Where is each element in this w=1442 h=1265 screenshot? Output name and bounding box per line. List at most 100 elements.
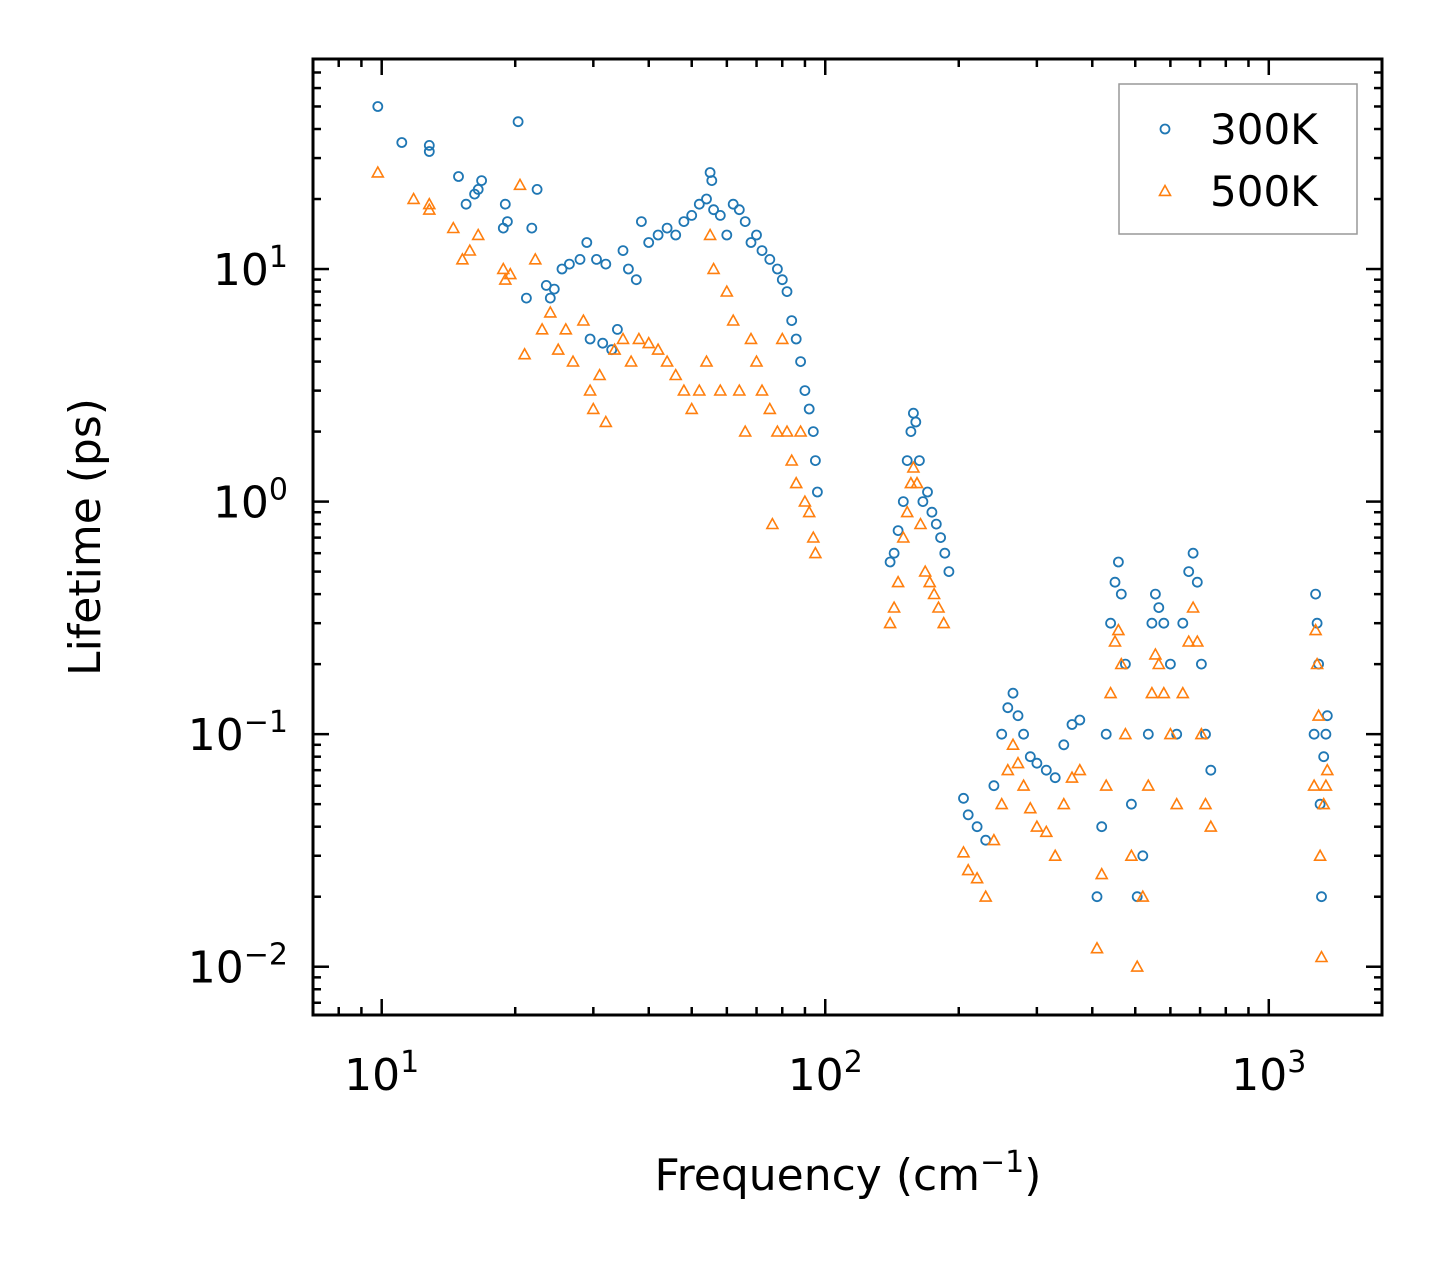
data-point-300K — [803, 403, 815, 415]
data-point-500K — [1307, 778, 1321, 791]
data-point-300K — [786, 315, 798, 327]
data-point-500K — [528, 252, 543, 265]
x-tick-label-exponent: 3 — [1287, 1045, 1306, 1080]
data-point-500K — [738, 424, 753, 437]
data-point-500K — [1103, 686, 1118, 699]
data-point-300K — [1320, 728, 1332, 740]
data-point-300K — [544, 292, 556, 304]
data-point-500K — [1124, 848, 1139, 862]
data-point-500K — [1151, 656, 1166, 670]
data-point-500K — [913, 516, 928, 530]
data-point-300K — [812, 486, 823, 498]
data-point-300K — [1316, 891, 1327, 903]
data-point-500K — [1114, 656, 1129, 670]
data-point-300K — [396, 137, 408, 148]
data-point-500K — [370, 165, 385, 178]
data-point-300K — [1096, 821, 1108, 833]
data-point-500K — [651, 342, 665, 355]
data-point-300K — [636, 216, 647, 228]
data-point-300K — [1158, 617, 1170, 629]
data-point-500K — [1311, 708, 1326, 721]
data-point-500K — [1190, 634, 1205, 647]
data-point-500K — [1181, 634, 1196, 647]
data-point-300K — [888, 547, 900, 559]
data-point-500K — [789, 476, 804, 489]
data-point-500K — [719, 284, 734, 297]
data-point-300K — [922, 486, 933, 498]
data-point-500K — [798, 494, 812, 507]
data-point-300K — [901, 455, 913, 467]
data-point-300K — [1308, 728, 1320, 740]
data-point-300K — [807, 426, 819, 438]
data-point-500K — [732, 383, 747, 396]
data-point-300K — [630, 274, 642, 286]
data-point-500K — [970, 871, 984, 884]
data-point-300K — [708, 204, 719, 216]
data-point-500K — [1186, 600, 1200, 613]
data-point-500K — [607, 342, 622, 355]
data-point-300K — [1205, 764, 1217, 776]
data-point-300K — [661, 222, 673, 234]
legend-marker-300K — [1159, 123, 1171, 135]
data-point-500K — [1135, 889, 1150, 902]
data-point-500K — [1203, 819, 1218, 832]
data-point-500K — [900, 505, 915, 518]
data-point-500K — [922, 575, 937, 588]
data-point-300K — [935, 532, 946, 543]
data-point-500K — [927, 586, 941, 600]
data-point-300K — [772, 263, 783, 275]
data-point-500K — [1198, 797, 1213, 810]
data-point-500K — [1175, 686, 1190, 699]
data-point-300K — [943, 566, 955, 577]
y-tick-label: 101 — [213, 240, 288, 296]
data-point-300K — [1031, 757, 1043, 769]
data-point-500K — [1156, 686, 1171, 699]
y-tick-label-exponent: −2 — [244, 938, 288, 973]
data-point-500K — [1023, 801, 1038, 814]
data-point-300K — [910, 416, 922, 428]
legend-label-300K: 300K — [1210, 105, 1319, 154]
data-point-300K — [962, 809, 974, 821]
data-point-300K — [939, 547, 951, 559]
data-point-500K — [706, 261, 721, 275]
data-point-500K — [1163, 727, 1178, 740]
data-point-500K — [749, 354, 764, 367]
data-point-500K — [583, 383, 597, 396]
data-point-500K — [632, 331, 646, 345]
plot-frame — [311, 57, 1384, 1017]
data-point-300K — [756, 245, 768, 257]
y-tick-label-exponent: 1 — [269, 240, 288, 275]
data-point-500K — [1065, 770, 1079, 783]
data-point-300K — [499, 198, 511, 210]
data-point-300K — [512, 116, 524, 128]
data-point-300K — [460, 198, 472, 210]
data-point-300K — [1049, 772, 1061, 784]
data-point-500K — [699, 354, 714, 367]
data-point-500K — [956, 845, 971, 858]
y-tick-label-base: 10 — [213, 478, 269, 529]
legend-box — [1118, 83, 1358, 235]
data-point-500K — [558, 322, 573, 335]
data-point-300K — [799, 385, 811, 397]
data-point-500K — [551, 342, 566, 355]
data-point-500K — [744, 331, 758, 345]
data-point-500K — [1314, 949, 1329, 963]
data-point-300K — [617, 245, 629, 257]
data-point-500K — [806, 530, 821, 543]
data-point-500K — [987, 833, 1001, 846]
x-axis-label-end: ) — [1024, 1150, 1041, 1201]
data-point-300K — [1018, 728, 1029, 740]
y-tick-label: 10−1 — [188, 705, 288, 761]
data-point-300K — [810, 455, 821, 467]
data-point-300K — [1318, 751, 1330, 763]
data-point-500K — [406, 191, 421, 205]
data-point-300K — [1153, 602, 1165, 613]
data-point-500K — [910, 476, 924, 489]
data-point-300K — [526, 222, 538, 234]
data-point-500K — [994, 797, 1009, 810]
y-tick-label-base: 10 — [213, 245, 269, 296]
legend-label-500K: 500K — [1210, 167, 1319, 216]
data-point-300K — [764, 253, 776, 265]
data-point-300K — [423, 146, 435, 157]
data-point-500K — [1308, 623, 1323, 636]
